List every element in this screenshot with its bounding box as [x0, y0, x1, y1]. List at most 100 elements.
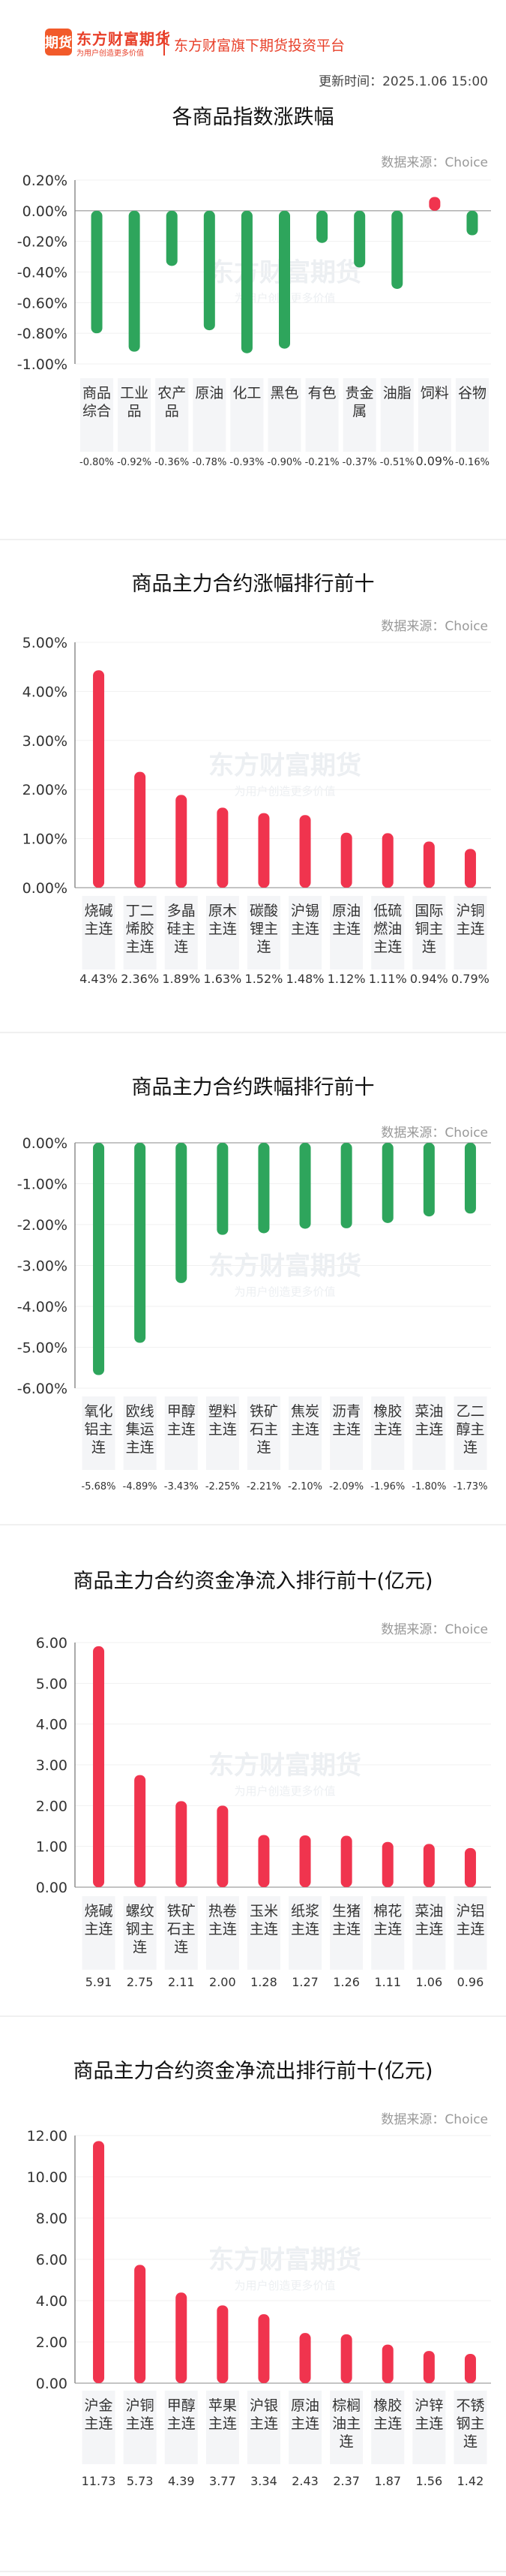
x-tick-label: 油脂	[383, 385, 412, 401]
bar[interactable]	[354, 210, 366, 268]
bar[interactable]	[382, 833, 394, 888]
bar[interactable]	[299, 1143, 311, 1229]
bar[interactable]	[258, 813, 270, 888]
bar[interactable]	[217, 2305, 229, 2383]
bar[interactable]	[175, 795, 187, 888]
y-tick-label: 5.00	[36, 1676, 67, 1692]
x-tick-label: 丁二	[126, 903, 154, 919]
bar[interactable]	[134, 2265, 146, 2383]
bar[interactable]	[134, 1775, 146, 1887]
bar[interactable]	[217, 1805, 229, 1887]
bar[interactable]	[299, 2333, 311, 2383]
bar[interactable]	[134, 771, 146, 888]
update-time: 更新时间：2025.1.06 15:00	[319, 74, 488, 89]
x-tick-label: 橡胶	[373, 1403, 402, 1420]
bar[interactable]	[464, 1143, 476, 1214]
x-tick-label: 连	[463, 1439, 478, 1456]
data-label: 1.48%	[286, 972, 325, 986]
bar[interactable]	[391, 210, 403, 289]
x-tick-label: 不锈	[456, 2397, 484, 2414]
data-label: 2.36%	[121, 972, 159, 986]
y-tick-label: 2.00	[36, 2334, 67, 2351]
y-tick-label: 1.00%	[22, 831, 67, 848]
bar[interactable]	[241, 210, 253, 353]
category-label-box	[371, 896, 405, 969]
y-tick-label: -0.40%	[17, 265, 67, 281]
bar[interactable]	[175, 2292, 187, 2383]
bar[interactable]	[382, 1143, 394, 1223]
x-tick-label: 钢主	[126, 1921, 154, 1937]
category-label-box	[454, 1396, 487, 1470]
bar[interactable]	[429, 197, 441, 211]
data-label: 1.27	[292, 1975, 319, 1989]
bar[interactable]	[382, 1841, 394, 1887]
bar[interactable]	[93, 1143, 105, 1375]
y-tick-label: 1.00	[36, 1839, 67, 1856]
data-label: -3.43%	[164, 1481, 199, 1492]
bar[interactable]	[299, 815, 311, 888]
x-tick-label: 主连	[373, 1921, 402, 1937]
bar[interactable]	[258, 2314, 270, 2383]
bar[interactable]	[423, 1844, 435, 1887]
bar[interactable]	[423, 2351, 435, 2383]
x-tick-label: 连	[174, 939, 188, 955]
bar[interactable]	[279, 210, 290, 349]
bar[interactable]	[464, 2353, 476, 2383]
y-tick-label: -0.60%	[17, 295, 67, 311]
bar[interactable]	[203, 210, 215, 331]
bar[interactable]	[93, 670, 105, 888]
x-tick-label: 主连	[85, 921, 113, 937]
x-tick-label: 主连	[373, 2415, 402, 2432]
data-label: -2.21%	[247, 1481, 281, 1492]
bar[interactable]	[466, 210, 478, 236]
bar[interactable]	[423, 1143, 435, 1217]
x-tick-label: 谷物	[458, 385, 487, 401]
bar[interactable]	[316, 210, 328, 243]
bar[interactable]	[217, 1143, 229, 1235]
data-label: -4.89%	[123, 1481, 157, 1492]
bar[interactable]	[382, 2344, 394, 2383]
category-label-box	[305, 378, 339, 452]
bar[interactable]	[93, 1646, 105, 1887]
data-label: 4.43%	[79, 972, 118, 986]
x-tick-label: 主连	[85, 2415, 113, 2432]
bar[interactable]	[464, 1847, 476, 1887]
x-tick-label: 碳酸	[250, 903, 278, 919]
bar[interactable]	[93, 2141, 105, 2383]
category-label-box	[205, 896, 239, 969]
bar[interactable]	[258, 1835, 270, 1887]
bar[interactable]	[217, 807, 229, 888]
chart-section: 各商品指数涨跌幅数据来源：Choice东方财富期货为用户创造更多价值0.20%0…	[0, 89, 506, 540]
data-label: -2.09%	[329, 1481, 364, 1492]
bar[interactable]	[91, 210, 103, 334]
bar[interactable]	[340, 832, 352, 888]
x-tick-label: 燃油	[373, 921, 402, 937]
y-tick-label: 5.00%	[22, 635, 67, 651]
x-tick-label: 铁矿	[250, 1403, 278, 1420]
bar[interactable]	[340, 2334, 352, 2383]
y-tick-label: -1.00%	[17, 1177, 67, 1193]
y-tick-label: 3.00%	[22, 733, 67, 750]
bar[interactable]	[340, 1835, 352, 1887]
category-label-box	[343, 378, 376, 452]
bar[interactable]	[464, 849, 476, 888]
bar[interactable]	[134, 1143, 146, 1343]
category-label-box	[289, 2391, 322, 2464]
y-tick-label: 4.00	[36, 2293, 67, 2310]
bar[interactable]	[258, 1143, 270, 1234]
bar[interactable]	[166, 210, 178, 266]
x-tick-label: 沪银	[250, 2397, 278, 2414]
x-tick-label: 商品	[82, 385, 111, 401]
data-label: 1.52%	[245, 972, 283, 986]
bar[interactable]	[299, 1835, 311, 1887]
y-tick-label: 0.00	[36, 2376, 67, 2392]
bar[interactable]	[423, 841, 435, 888]
bar[interactable]	[340, 1143, 352, 1228]
x-tick-label: 工业	[120, 385, 148, 401]
x-tick-label: 品	[127, 403, 142, 419]
bar[interactable]	[175, 1801, 187, 1887]
x-tick-label: 低硫	[373, 903, 402, 919]
bar[interactable]	[128, 210, 140, 352]
bar[interactable]	[175, 1143, 187, 1283]
